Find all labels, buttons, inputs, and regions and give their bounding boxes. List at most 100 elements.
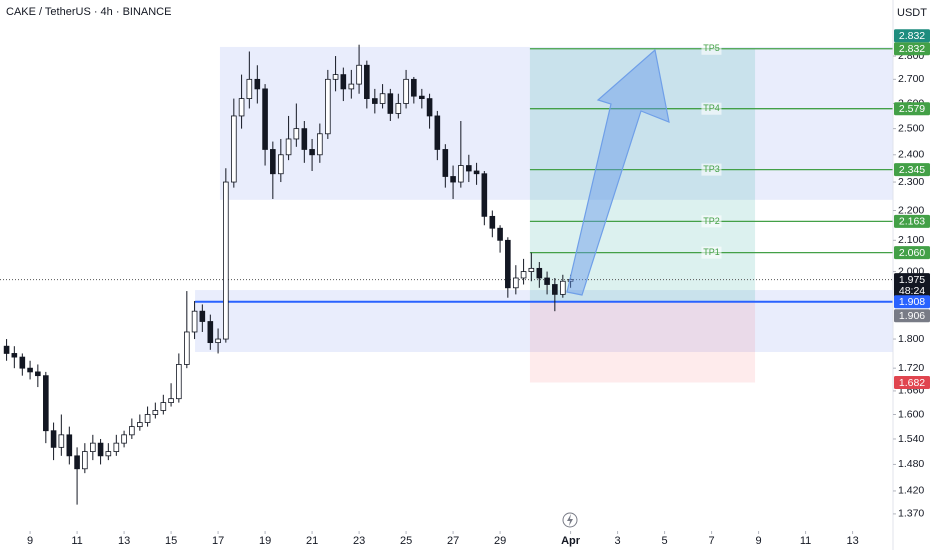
candle-body [168,398,174,403]
candle-body [231,115,237,183]
price-tag-label: 2.832 [899,30,925,42]
price-tag [894,29,930,43]
candle-body [66,434,73,457]
candle-body [450,176,456,183]
candles-layer [3,44,574,505]
x-tick-label: 3 [615,535,621,547]
x-tick-label: 19 [259,535,271,547]
candle-body [285,138,292,156]
countdown-label: 48:24 [899,285,925,297]
y-tick-label: 2.200 [898,204,924,216]
candle-body [426,98,433,117]
loss-area [529,301,756,383]
candle-body [536,267,543,279]
candle-body [207,321,214,344]
x-tick-label: 21 [306,535,318,547]
candle-body [411,78,417,97]
candle-body [458,165,464,183]
candle-body [395,103,402,114]
x-tick-label: 13 [118,535,130,547]
price-tag-label: 2.060 [899,247,925,259]
y-tick-label: 2.100 [898,234,924,246]
y-tick-label: 2.700 [898,73,924,85]
candle-body [144,414,151,423]
candle-body [238,98,245,117]
price-tag [894,273,930,298]
price-tag-label: 1.682 [899,377,925,389]
candle-body [560,280,566,295]
candle-body [332,74,339,80]
candle-body [325,78,331,135]
price-tag [894,42,930,56]
candle-body [176,364,182,400]
x-tick-label: 9 [27,535,33,547]
candle-body [520,271,527,279]
candle-body [278,154,284,175]
tp-label-bg [701,246,722,259]
icon-bolt[interactable] [567,514,573,526]
candle-body [113,442,120,452]
target-arrow [566,48,670,296]
tp-label-bg [701,42,722,55]
candle-body [387,93,394,114]
price-tag-label: 1.975 [899,274,925,286]
candle-body [552,284,558,295]
candle-body [419,95,425,99]
tp-label-bg [701,102,722,115]
candle-body [372,98,378,104]
candle-body [317,133,323,156]
candle-body [262,88,268,150]
candle-body [348,83,355,90]
y-tick-label: 2.400 [898,149,924,161]
x-tick-label: 17 [212,535,224,547]
tp-label: TP4 [703,103,720,113]
y-tick-label: 2.500 [898,122,924,134]
candle-body [340,74,347,90]
candle-body [50,430,57,448]
price-tag-label: 2.579 [899,103,925,115]
candle-body [403,78,409,104]
candle-body [270,149,276,175]
price-tag-label: 1.906 [899,310,925,322]
tp-label-bg [701,215,722,228]
tp-label: TP1 [703,247,720,257]
candle-body [82,451,88,470]
candle-body [497,227,503,241]
candle-body [160,402,167,411]
price-tag [894,375,930,389]
candle-body [90,442,96,452]
candle-body [434,115,441,150]
currency-label: USDT [897,7,927,19]
candle-body [293,128,300,140]
candle-body [43,375,49,432]
candle-body [184,331,190,365]
candle-body [121,434,127,444]
price-tag [894,295,930,309]
candle-body [3,345,10,354]
y-tick-label: 1.370 [898,508,924,520]
candle-body [215,338,221,344]
price-tag [894,246,930,260]
candle-body [97,442,104,457]
zone [219,46,893,200]
replay-icon[interactable] [562,512,578,528]
candle-body [489,215,496,229]
candle-body [191,310,198,333]
x-tick-label: 11 [71,535,82,547]
candle-body [379,93,386,104]
candle-body [466,165,472,172]
y-tick-label: 1.800 [898,333,924,345]
price-tag-label: 2.832 [899,43,925,55]
candle-body [442,149,449,177]
candle-body [129,426,135,436]
candle-body [11,353,18,358]
candle-body [364,64,370,99]
zone [195,290,894,352]
x-tick-label: 5 [662,535,668,547]
candle-body [199,310,206,322]
candle-body [35,371,41,377]
candle-body [309,149,315,156]
candle-body [137,422,143,428]
